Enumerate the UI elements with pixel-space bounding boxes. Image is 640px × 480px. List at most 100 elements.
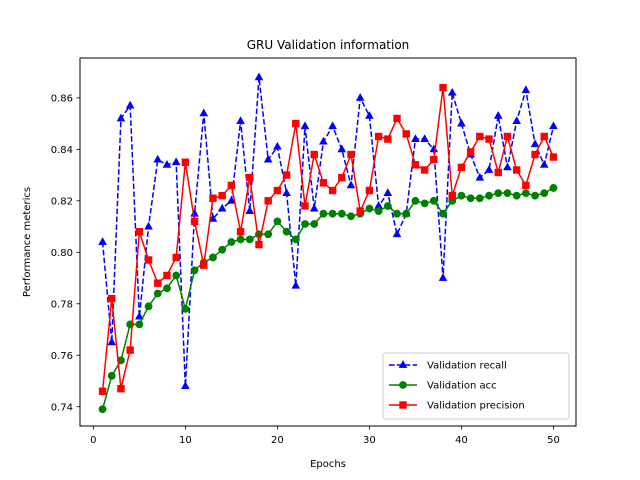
data-point-recall	[153, 154, 163, 163]
legend-entry-precision: Validation precision	[389, 401, 525, 412]
data-point-acc	[494, 189, 503, 198]
data-point-acc	[503, 189, 512, 198]
data-point-recall	[383, 188, 393, 197]
data-point-precision	[494, 168, 502, 177]
data-point-precision	[457, 163, 466, 172]
data-point-precision	[282, 171, 291, 179]
series-acc	[98, 184, 558, 414]
data-point-precision	[522, 181, 530, 190]
data-point-precision	[163, 271, 171, 280]
data-point-precision	[402, 130, 410, 138]
y-axis: 0.74 0.76 0.78 0.80 0.82 0.84 0.86	[51, 93, 80, 413]
data-point-recall	[217, 203, 227, 212]
legend-label: Validation precision	[427, 401, 525, 412]
data-point-precision	[190, 217, 199, 226]
data-point-acc	[273, 217, 282, 226]
data-point-recall	[365, 111, 374, 119]
data-point-precision	[393, 114, 401, 123]
data-point-recall	[328, 121, 337, 130]
data-point-recall	[227, 196, 236, 204]
data-point-recall	[181, 381, 190, 390]
data-point-precision	[273, 186, 282, 195]
data-point-recall	[539, 159, 549, 168]
data-point-acc	[466, 194, 475, 203]
data-point-acc	[393, 209, 401, 218]
data-point-precision	[246, 173, 254, 182]
data-point-acc	[98, 405, 107, 414]
data-point-acc	[282, 227, 291, 236]
data-point-precision	[117, 384, 125, 393]
data-point-acc	[264, 230, 273, 239]
data-point-recall	[300, 121, 310, 130]
plot-frame	[79, 57, 577, 427]
data-point-acc	[439, 209, 447, 218]
data-point-precision	[448, 191, 456, 200]
data-point-precision	[126, 346, 134, 354]
data-point-recall	[438, 273, 448, 281]
data-point-precision	[319, 179, 328, 187]
data-point-precision	[255, 240, 263, 249]
data-point-precision	[301, 202, 309, 210]
data-point-acc	[429, 196, 438, 205]
data-point-recall	[254, 72, 264, 81]
legend: Validation recall Validation acc Validatio…	[382, 352, 570, 420]
data-point-precision	[540, 132, 548, 141]
data-point-precision	[172, 253, 180, 262]
data-point-precision	[227, 181, 236, 190]
data-point-acc	[153, 289, 162, 298]
data-point-precision	[108, 294, 116, 303]
y-tick-label: 0.86	[51, 93, 73, 104]
data-point-acc	[521, 189, 530, 198]
legend-box	[382, 352, 570, 420]
data-point-recall	[116, 113, 126, 122]
data-point-recall	[355, 93, 365, 101]
data-point-precision	[328, 186, 337, 195]
data-point-recall	[162, 159, 172, 168]
data-point-acc	[227, 238, 236, 246]
data-point-precision	[503, 132, 512, 141]
x-tick-label: 50	[547, 435, 560, 446]
data-point-recall	[245, 206, 255, 215]
series-precision	[98, 83, 558, 395]
data-point-acc	[190, 266, 199, 275]
data-point-acc	[411, 196, 420, 205]
data-point-acc	[209, 253, 217, 262]
data-point-acc	[163, 284, 171, 293]
data-point-recall	[512, 116, 521, 124]
data-point-acc	[347, 212, 355, 221]
data-point-recall	[125, 100, 135, 109]
data-point-precision	[356, 207, 364, 215]
data-point-precision	[549, 153, 558, 161]
data-point-precision	[347, 150, 355, 159]
legend-marker	[398, 360, 408, 368]
x-tick-label: 40	[455, 435, 468, 446]
data-point-precision	[430, 155, 438, 164]
legend-marker	[399, 381, 407, 389]
data-point-acc	[107, 371, 116, 380]
data-point-recall	[475, 172, 485, 181]
data-point-precision	[466, 148, 475, 156]
data-point-acc	[365, 204, 374, 213]
data-point-precision	[476, 132, 484, 141]
data-point-precision	[531, 150, 539, 159]
y-tick-label: 0.80	[51, 248, 73, 259]
data-point-acc	[236, 235, 245, 244]
data-point-acc	[144, 302, 153, 311]
data-point-acc	[383, 202, 392, 210]
series-layer	[98, 72, 558, 414]
data-point-recall	[346, 180, 356, 189]
data-point-acc	[181, 305, 190, 313]
x-tick-label: 10	[179, 435, 192, 446]
data-point-precision	[264, 197, 272, 205]
data-point-recall	[107, 337, 117, 346]
x-tick-label: 30	[363, 435, 376, 446]
legend-label: Validation acc	[427, 381, 497, 392]
data-point-precision	[338, 173, 346, 182]
data-point-recall	[549, 121, 558, 130]
data-point-acc	[457, 191, 466, 200]
data-point-acc	[218, 245, 227, 254]
data-point-acc	[402, 209, 411, 218]
data-point-acc	[301, 220, 309, 228]
x-tick-label: 0	[90, 435, 96, 446]
data-point-precision	[218, 191, 226, 200]
